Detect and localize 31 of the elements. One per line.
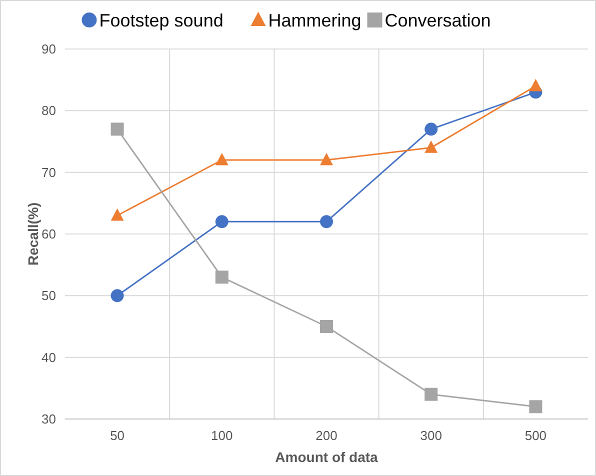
point	[320, 152, 333, 166]
y-tick-label: 60	[42, 226, 56, 242]
point	[215, 270, 228, 284]
point	[320, 215, 333, 228]
y-axis-title: Recall(%)	[25, 202, 41, 266]
point	[320, 320, 333, 333]
x-axis-title: Amount of data	[275, 449, 378, 465]
point	[424, 140, 438, 153]
legend-label: Hammering	[268, 10, 362, 30]
legend-label: Footstep sound	[99, 10, 224, 30]
point	[110, 122, 124, 136]
legend-label: Conversation	[384, 10, 491, 30]
x-tick-label: 300	[420, 428, 442, 443]
x-tick-label: 50	[110, 428, 125, 443]
point	[110, 289, 124, 302]
point	[110, 208, 124, 221]
y-tick-label: 90	[42, 42, 56, 57]
point	[215, 152, 228, 166]
point	[424, 122, 438, 136]
x-tick-label: 500	[524, 428, 547, 443]
y-tick-label: 40	[42, 350, 56, 365]
point	[529, 400, 542, 414]
y-tick-label: 30	[42, 412, 56, 427]
x-tick-label: 100	[211, 428, 233, 443]
y-tick-label: 80	[42, 103, 56, 118]
x-tick-label: 200	[316, 428, 338, 443]
y-tick-label: 70	[42, 164, 56, 180]
point	[215, 215, 228, 228]
y-tick-label: 50	[42, 288, 56, 304]
point	[424, 388, 438, 401]
point	[529, 78, 542, 92]
